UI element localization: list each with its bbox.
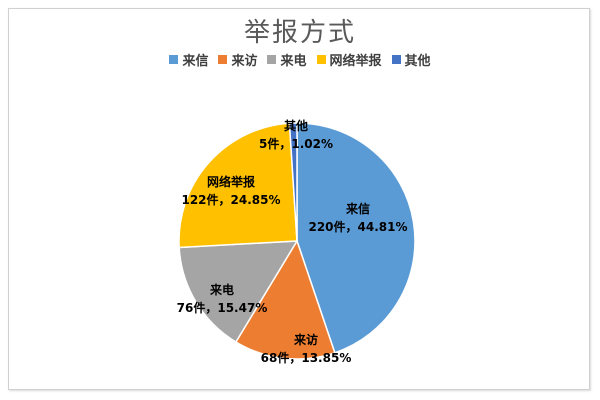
legend-label-qita: 其他 bbox=[404, 54, 431, 69]
legend-label-laidian: 来电 bbox=[280, 54, 307, 69]
legend-label-laifang: 来访 bbox=[231, 54, 258, 69]
slice-label-value-qita: 5件，1.02% bbox=[259, 136, 333, 151]
pie-slice-laifang bbox=[234, 239, 336, 360]
slice-label-name-laifang: 来访 bbox=[293, 332, 318, 347]
slice-label-value-laidian: 76件，15.47% bbox=[177, 300, 268, 315]
slice-label-value-laifang: 68件，13.85% bbox=[261, 350, 352, 365]
slice-label-value-laixin: 220件，44.81% bbox=[308, 219, 407, 234]
slice-label-name-qita: 其他 bbox=[284, 118, 308, 133]
legend-label-wangluo: 网络举报 bbox=[329, 54, 382, 69]
slice-label-name-wangluo: 网络举报 bbox=[207, 174, 255, 189]
legend-swatch-wangluo bbox=[316, 55, 326, 64]
legend-swatch-laifang bbox=[218, 55, 228, 64]
legend-swatch-laixin bbox=[169, 55, 179, 64]
pie-slice-qita bbox=[288, 122, 298, 242]
legend-item-laixin: 来信 bbox=[169, 50, 208, 69]
slice-label-name-laidian: 来电 bbox=[209, 282, 234, 297]
legend-swatch-qita bbox=[391, 55, 401, 64]
slice-label-name-laixin: 来信 bbox=[345, 201, 370, 216]
legend-swatch-laidian bbox=[267, 55, 277, 64]
pie-slice-laidian bbox=[178, 240, 299, 343]
chart-title: 举报方式 bbox=[243, 18, 356, 48]
pie-slice-laixin bbox=[296, 122, 416, 354]
legend-item-laifang: 来访 bbox=[218, 50, 257, 69]
legend-label-laixin: 来信 bbox=[182, 54, 209, 69]
slice-label-value-wangluo: 122件，24.85% bbox=[181, 192, 280, 207]
legend-item-qita: 其他 bbox=[391, 50, 431, 69]
pie-slice-wangluo bbox=[178, 122, 298, 249]
chart-legend: 来信 来访 来电 网络举报 其他 bbox=[0, 50, 600, 69]
legend-item-laidian: 来电 bbox=[267, 50, 307, 69]
legend-item-wangluo: 网络举报 bbox=[316, 50, 382, 69]
